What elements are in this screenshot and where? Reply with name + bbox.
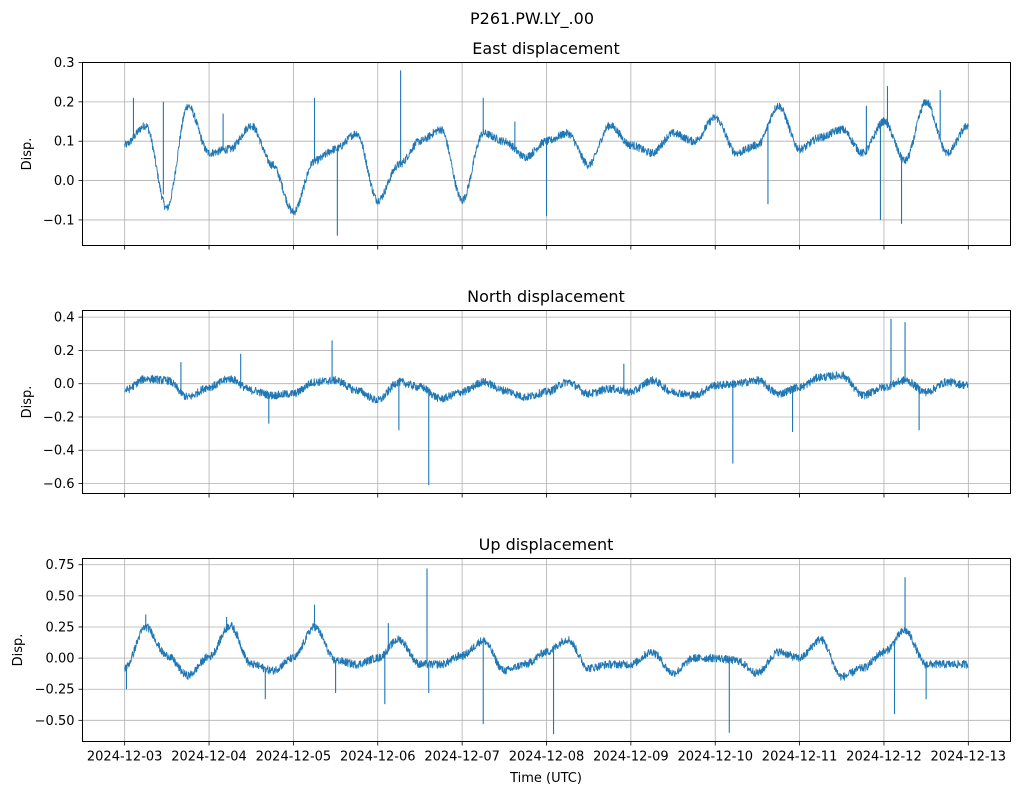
panel-up-xlabel: Time (UTC): [509, 771, 582, 786]
y-tick-label: 0.2: [54, 95, 75, 110]
panel-up-axes: 2024-12-03 2024-12-04 2024-12-05 2024-12-06…: [35, 558, 1006, 764]
x-tick-label: 2024-12-05: [256, 750, 332, 765]
x-tick-label: 2024-12-03: [87, 750, 163, 765]
y-tick-label: −0.4: [43, 444, 75, 459]
y-tick-label: 0.3: [54, 56, 75, 71]
panel-north-title: North displacement: [467, 287, 625, 306]
panel-up: Up displacement Disp. 2024-12-03 2024-12-…: [11, 535, 1011, 786]
y-tick-label: 0.1: [54, 135, 75, 150]
x-tick-label: 2024-12-06: [340, 750, 416, 765]
series-line: [124, 98, 969, 216]
y-tick-label: 0.0: [54, 377, 75, 392]
y-tick-label: 0.4: [54, 311, 75, 326]
y-tick-label: 0.25: [46, 620, 75, 635]
y-tick-label: 0.00: [46, 652, 75, 667]
y-tick-label: −0.50: [35, 714, 75, 729]
panel-up-ylabel: Disp.: [11, 634, 26, 667]
panel-north-frame: [82, 310, 1011, 494]
panel-up-title: Up displacement: [479, 535, 614, 554]
panel-north: North displacement Disp. −0.6 −0.4 −0.2 0.0…: [20, 287, 1011, 498]
panel-east-ylabel: Disp.: [20, 138, 35, 171]
panel-east-frame: [82, 62, 1011, 246]
x-tick-label: 2024-12-04: [171, 750, 247, 765]
x-tick-label: 2024-12-13: [931, 750, 1007, 765]
figure-title: P261.PW.LY_.00: [470, 9, 594, 29]
x-tick-label: 2024-12-10: [677, 750, 753, 765]
panel-north-grid: [82, 310, 1011, 494]
panel-north-plot: [124, 318, 969, 486]
x-tick-label: 2024-12-09: [593, 750, 669, 765]
y-tick-label: −0.1: [43, 213, 75, 228]
y-tick-label: 0.75: [46, 558, 75, 573]
y-tick-label: 0.0: [54, 174, 75, 189]
panel-north-axes: −0.6 −0.4 −0.2 0.0 0.2 0.4: [43, 311, 969, 498]
x-tick-label: 2024-12-08: [509, 750, 585, 765]
x-tick-label: 2024-12-12: [846, 750, 922, 765]
panel-east-title: East displacement: [472, 39, 619, 58]
panel-east-axes: −0.1 0.0 0.1 0.2 0.3: [43, 56, 969, 250]
panel-north-ylabel: Disp.: [20, 386, 35, 419]
panel-east-plot: [124, 70, 969, 236]
y-tick-label: 0.50: [46, 589, 75, 604]
panel-up-plot: [124, 568, 969, 735]
y-tick-label: −0.6: [43, 477, 75, 492]
panel-up-frame: [82, 558, 1011, 742]
x-tick-label: 2024-12-11: [762, 750, 838, 765]
panel-east: East displacement Disp. −0.1 0.0 0.1 0.2 0.3: [20, 39, 1011, 250]
y-tick-label: 0.2: [54, 344, 75, 359]
series-line: [124, 371, 969, 404]
y-tick-label: −0.2: [43, 410, 75, 425]
x-tick-label: 2024-12-07: [424, 750, 500, 765]
y-tick-label: −0.25: [35, 683, 75, 698]
